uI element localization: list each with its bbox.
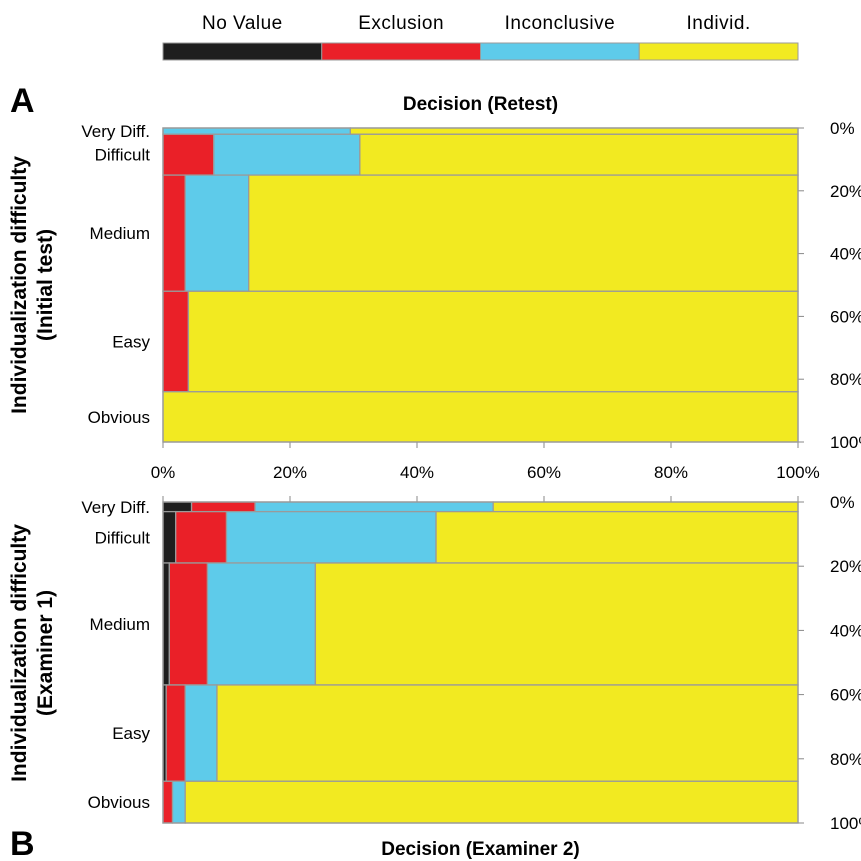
row-label-very-diff: Very Diff. bbox=[81, 498, 150, 517]
chart-title: Decision (Retest) bbox=[403, 94, 558, 115]
panel-a: A Decision (Retest) Individualization diff… bbox=[8, 82, 861, 482]
bar-very-diff-no-value bbox=[162, 501, 193, 513]
bar-difficult-individ bbox=[435, 510, 799, 564]
right-tick-label: 20% bbox=[830, 557, 861, 576]
bar-obvious-individ bbox=[184, 780, 799, 824]
bar-easy-exclusion bbox=[162, 290, 190, 393]
bar-medium-inconclusive bbox=[184, 174, 250, 292]
y-axis-label-line: (Initial test) bbox=[34, 229, 57, 341]
x-tick-label: 0% bbox=[151, 463, 176, 482]
bar-obvious-individ bbox=[162, 391, 799, 443]
x-tick-label: 100% bbox=[776, 463, 819, 482]
bar-difficult-inconclusive bbox=[213, 133, 361, 176]
bar-easy-individ bbox=[187, 290, 799, 393]
bar-medium-individ bbox=[248, 174, 799, 292]
panel-label-a: A bbox=[10, 82, 35, 120]
bar-medium-exclusion bbox=[168, 562, 209, 686]
legend-swatch-individ bbox=[638, 42, 799, 61]
y-axis-label-line: (Examiner 1) bbox=[34, 590, 57, 716]
y-axis-label-line: Individualization difficulty bbox=[8, 524, 31, 782]
row-label-obvious: Obvious bbox=[88, 793, 150, 812]
bar-very-diff-individ bbox=[492, 501, 799, 513]
legend-label-inconclusive: Inconclusive bbox=[505, 13, 616, 34]
row-label-medium: Medium bbox=[90, 224, 150, 243]
bar-difficult-individ bbox=[359, 133, 799, 176]
bar-easy-individ bbox=[216, 684, 799, 782]
row-label-very-diff: Very Diff. bbox=[81, 122, 150, 141]
right-tick-label: 60% bbox=[830, 686, 861, 705]
chart-title: Decision (Examiner 2) bbox=[381, 839, 580, 860]
legend-swatch-exclusion bbox=[321, 42, 481, 61]
bar-easy-inconclusive bbox=[184, 684, 218, 782]
y-axis-label-line: Individualization difficulty bbox=[8, 156, 31, 414]
y-axis-label: Individualization difficulty (Initial tes… bbox=[8, 156, 57, 414]
right-tick-label: 0% bbox=[830, 493, 855, 512]
right-tick-label: 100% bbox=[830, 433, 861, 452]
row-label-easy: Easy bbox=[112, 333, 150, 352]
bar-difficult-exclusion bbox=[162, 133, 215, 176]
bar-very-diff-exclusion bbox=[190, 501, 256, 513]
right-tick-label: 0% bbox=[830, 119, 855, 138]
right-tick-label: 40% bbox=[830, 621, 861, 640]
bar-very-diff-inconclusive bbox=[254, 501, 494, 513]
right-tick-label: 80% bbox=[830, 750, 861, 769]
bar-difficult-no-value bbox=[162, 510, 177, 564]
plot-frame bbox=[162, 501, 799, 824]
bar-very-diff-individ bbox=[349, 127, 799, 135]
bar-obvious-inconclusive bbox=[171, 780, 186, 824]
right-tick-label: 40% bbox=[830, 245, 861, 264]
x-tick-label: 20% bbox=[273, 463, 307, 482]
panel-label-b: B bbox=[10, 825, 35, 861]
right-tick-label: 100% bbox=[830, 814, 861, 833]
right-tick-label: 20% bbox=[830, 182, 861, 201]
legend-swatch-no-value bbox=[162, 42, 323, 61]
bar-medium-individ bbox=[314, 562, 799, 686]
bar-easy-exclusion bbox=[165, 684, 186, 782]
right-tick-label: 60% bbox=[830, 307, 861, 326]
row-label-easy: Easy bbox=[112, 724, 150, 743]
row-label-obvious: Obvious bbox=[88, 408, 150, 427]
x-tick-label: 80% bbox=[654, 463, 688, 482]
right-tick-label: 80% bbox=[830, 370, 861, 389]
bar-difficult-inconclusive bbox=[225, 510, 437, 564]
legend-label-individ: Individ. bbox=[687, 13, 751, 34]
legend-label-no-value: No Value bbox=[202, 13, 283, 34]
legend: No Value Exclusion Inconclusive Individ. bbox=[162, 13, 799, 61]
legend-swatch-inconclusive bbox=[480, 42, 640, 61]
bar-obvious-exclusion bbox=[162, 780, 174, 824]
bar-medium-exclusion bbox=[162, 174, 186, 292]
x-tick-label: 40% bbox=[400, 463, 434, 482]
row-label-difficult: Difficult bbox=[95, 528, 151, 547]
panel-b: B Decision (Examiner 2) Individualization … bbox=[8, 493, 861, 861]
bar-very-diff-inconclusive bbox=[162, 127, 351, 135]
legend-label-exclusion: Exclusion bbox=[358, 13, 444, 34]
y-axis-label: Individualization difficulty (Examiner 1) bbox=[8, 524, 57, 782]
bar-medium-no-value bbox=[162, 562, 170, 686]
bar-difficult-exclusion bbox=[175, 510, 228, 564]
row-label-medium: Medium bbox=[90, 615, 150, 634]
row-label-difficult: Difficult bbox=[95, 146, 151, 165]
bar-medium-inconclusive bbox=[206, 562, 317, 686]
plot-frame bbox=[162, 127, 799, 443]
x-tick-label: 60% bbox=[527, 463, 561, 482]
